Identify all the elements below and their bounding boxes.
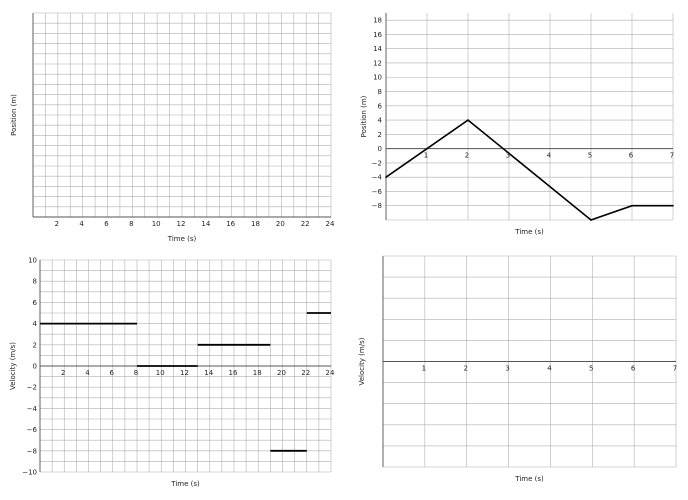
x-tick-label: 2 xyxy=(463,365,467,373)
y-tick-label: 12 xyxy=(373,59,382,67)
y-tick-label: 10 xyxy=(373,74,382,82)
x-tick-label: 3 xyxy=(505,365,509,373)
y-tick-label: 2 xyxy=(378,131,382,139)
x-axis-label: Time (s) xyxy=(170,480,200,488)
x-tick-label: 18 xyxy=(251,220,260,228)
x-tick-label: 5 xyxy=(588,152,592,160)
chart-bottom-left: 2 4 6 8 10 12 14 16 18 20 22 24−10−8−6−4−20246810Ti… xyxy=(9,257,335,489)
grid xyxy=(32,12,332,218)
x-tick-label: 4 xyxy=(85,369,90,377)
y-tick-label: 8 xyxy=(33,278,37,286)
grid xyxy=(385,13,674,221)
x-tick-label: 22 xyxy=(301,369,310,377)
x-tick-label: 2 xyxy=(465,152,469,160)
x-tick-label: 14 xyxy=(201,220,210,228)
y-tick-label: −2 xyxy=(27,384,37,392)
y-tick-label: −8 xyxy=(372,202,382,210)
y-tick-label: −4 xyxy=(27,405,38,413)
x-tick-label: 6 xyxy=(629,152,634,160)
x-tick-label: 4 xyxy=(79,220,84,228)
x-tick-label: 24 xyxy=(326,369,335,377)
x-tick-label: 10 xyxy=(152,220,161,228)
y-axis-label: Position (m) xyxy=(360,95,368,137)
x-tick-label: 6 xyxy=(631,365,636,373)
x-tick-label: 4 xyxy=(547,365,552,373)
y-tick-label: 4 xyxy=(378,117,383,125)
x-tick-label: 16 xyxy=(229,369,238,377)
x-tick-label: 12 xyxy=(180,369,189,377)
x-tick-label: 1 xyxy=(424,152,428,160)
y-tick-label: −2 xyxy=(372,159,382,167)
x-tick-label: 18 xyxy=(253,369,262,377)
y-tick-label: 0 xyxy=(378,145,382,153)
y-tick-label: 8 xyxy=(378,88,382,96)
y-tick-label: 6 xyxy=(378,102,383,110)
x-tick-label: 5 xyxy=(589,365,593,373)
y-tick-label: 16 xyxy=(373,31,382,39)
x-tick-label: 8 xyxy=(129,220,133,228)
y-tick-label: −8 xyxy=(27,447,37,455)
y-tick-label: −6 xyxy=(27,426,38,434)
x-tick-label: 22 xyxy=(301,220,310,228)
x-tick-label: 2 xyxy=(55,220,59,228)
x-tick-label: 20 xyxy=(276,220,285,228)
y-tick-label: −6 xyxy=(372,188,383,196)
series-point xyxy=(631,204,633,207)
y-tick-label: 0 xyxy=(33,363,37,371)
x-tick-label: 12 xyxy=(177,220,186,228)
x-axis-label: Time (s) xyxy=(514,228,544,236)
y-axis-label: Velocity (m/s) xyxy=(358,337,366,385)
y-tick-label: −10 xyxy=(22,469,37,477)
x-tick-label: 1 xyxy=(422,365,426,373)
x-tick-label: 6 xyxy=(104,220,109,228)
series-point xyxy=(672,204,674,207)
y-axis-label: Velocity (m/s) xyxy=(9,342,17,390)
chart-bottom-right: 1 2 3 4 5 6 7 Time (s) Velocity (m/s) xyxy=(358,255,677,483)
x-tick-label: 14 xyxy=(204,369,213,377)
x-tick-label: 10 xyxy=(156,369,165,377)
y-tick-label: 6 xyxy=(33,299,38,307)
y-tick-label: 18 xyxy=(373,17,382,25)
series-line xyxy=(385,119,673,221)
y-tick-label: 10 xyxy=(28,257,37,265)
x-tick-label: 4 xyxy=(547,152,552,160)
x-tick-label: 3 xyxy=(506,152,510,160)
y-axis-label: Position (m) xyxy=(10,94,18,136)
x-axis-label: Time (s) xyxy=(514,475,544,483)
series-point xyxy=(385,176,387,178)
series-point xyxy=(467,119,469,121)
x-tick-label: 2 xyxy=(61,369,65,377)
x-tick-label: 7 xyxy=(670,152,674,160)
x-tick-label: 7 xyxy=(673,365,677,373)
x-tick-label: 20 xyxy=(277,369,286,377)
y-tick-label: 2 xyxy=(33,341,37,349)
y-tick-label: 14 xyxy=(373,45,382,53)
series-point xyxy=(590,219,592,221)
x-tick-label: 16 xyxy=(226,220,235,228)
x-axis-label: Time (s) xyxy=(167,235,197,243)
x-tick-label: 24 xyxy=(326,220,335,228)
x-tick-label: 6 xyxy=(110,369,115,377)
y-tick-label: 4 xyxy=(33,320,38,328)
y-tick-label: −4 xyxy=(372,174,383,182)
x-tick-label: 8 xyxy=(134,369,138,377)
